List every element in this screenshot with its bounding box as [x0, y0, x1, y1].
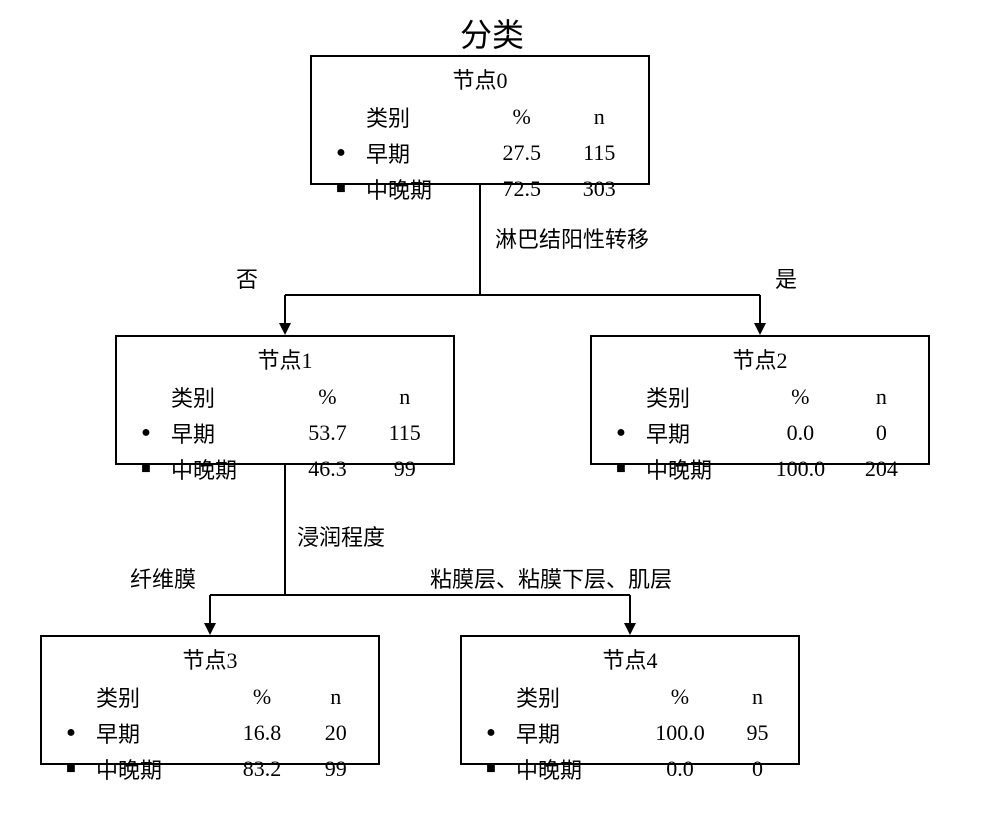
col-header-n: n	[368, 379, 441, 415]
col-header-n: n	[563, 99, 636, 135]
marker-square-icon: ■	[324, 171, 358, 207]
node-4-table: 类别 % n ● 早期 100.0 95 ■ 中晚期 0.0 0	[474, 679, 786, 787]
marker-circle-icon: ●	[604, 415, 638, 451]
node-4-pct-late: 0.0	[631, 751, 729, 787]
node-0-n-late: 303	[563, 171, 636, 207]
marker-square-icon: ■	[474, 751, 508, 787]
col-header-category: 类别	[358, 99, 481, 135]
split-0-label: 淋巴结阳性转移	[495, 222, 649, 254]
split-0-branch-0-label: 否	[236, 262, 258, 294]
node-4-cat-early: 早期	[508, 715, 631, 751]
col-header-percent: %	[219, 679, 306, 715]
node-3-n-early: 20	[305, 715, 366, 751]
col-header-category: 类别	[508, 679, 631, 715]
marker-circle-icon: ●	[129, 415, 163, 451]
node-0: 节点0 类别 % n ● 早期 27.5 115 ■ 中晚期 72.5 303	[310, 55, 650, 185]
node-1-title: 节点1	[129, 343, 441, 375]
split-1-branch-1-label: 粘膜层、粘膜下层、肌层	[430, 562, 672, 594]
node-4-title: 节点4	[474, 643, 786, 675]
node-2-n-late: 204	[847, 451, 916, 487]
col-header-percent: %	[754, 379, 847, 415]
col-header-category: 类别	[638, 379, 754, 415]
node-0-table: 类别 % n ● 早期 27.5 115 ■ 中晚期 72.5 303	[324, 99, 636, 207]
node-2: 节点2 类别 % n ● 早期 0.0 0 ■ 中晚期 100.0 204	[590, 335, 930, 465]
node-4-pct-early: 100.0	[631, 715, 729, 751]
marker-circle-icon: ●	[474, 715, 508, 751]
marker-square-icon: ■	[604, 451, 638, 487]
node-0-title: 节点0	[324, 63, 636, 95]
node-0-n-early: 115	[563, 135, 636, 171]
node-3-table: 类别 % n ● 早期 16.8 20 ■ 中晚期 83.2 99	[54, 679, 366, 787]
marker-square-icon: ■	[129, 451, 163, 487]
node-3-cat-late: 中晚期	[88, 751, 219, 787]
col-header-category: 类别	[163, 379, 286, 415]
split-0-branch-1-label: 是	[775, 262, 797, 294]
col-header-category: 类别	[88, 679, 219, 715]
node-1-cat-early: 早期	[163, 415, 286, 451]
node-2-title: 节点2	[604, 343, 916, 375]
node-2-pct-early: 0.0	[754, 415, 847, 451]
node-2-pct-late: 100.0	[754, 451, 847, 487]
node-2-n-early: 0	[847, 415, 916, 451]
col-header-percent: %	[286, 379, 368, 415]
node-0-pct-late: 72.5	[481, 171, 563, 207]
node-1-pct-late: 46.3	[286, 451, 368, 487]
node-3-title: 节点3	[54, 643, 366, 675]
marker-circle-icon: ●	[324, 135, 358, 171]
node-3: 节点3 类别 % n ● 早期 16.8 20 ■ 中晚期 83.2 99	[40, 635, 380, 765]
node-0-cat-early: 早期	[358, 135, 481, 171]
node-2-cat-early: 早期	[638, 415, 754, 451]
node-1: 节点1 类别 % n ● 早期 53.7 115 ■ 中晚期 46.3 99	[115, 335, 455, 465]
split-1-branch-0-label: 纤维膜	[130, 562, 196, 594]
node-1-n-early: 115	[368, 415, 441, 451]
col-header-percent: %	[631, 679, 729, 715]
node-2-cat-late: 中晚期	[638, 451, 754, 487]
split-1-label: 浸润程度	[297, 520, 385, 552]
node-4-n-late: 0	[729, 751, 786, 787]
node-0-pct-early: 27.5	[481, 135, 563, 171]
node-1-n-late: 99	[368, 451, 441, 487]
col-header-n: n	[729, 679, 786, 715]
node-4-cat-late: 中晚期	[508, 751, 631, 787]
node-0-cat-late: 中晚期	[358, 171, 481, 207]
node-4-n-early: 95	[729, 715, 786, 751]
node-2-table: 类别 % n ● 早期 0.0 0 ■ 中晚期 100.0 204	[604, 379, 916, 487]
node-3-n-late: 99	[305, 751, 366, 787]
node-1-pct-early: 53.7	[286, 415, 368, 451]
marker-square-icon: ■	[54, 751, 88, 787]
node-1-table: 类别 % n ● 早期 53.7 115 ■ 中晚期 46.3 99	[129, 379, 441, 487]
node-3-cat-early: 早期	[88, 715, 219, 751]
node-1-cat-late: 中晚期	[163, 451, 286, 487]
node-3-pct-late: 83.2	[219, 751, 306, 787]
diagram-title: 分类	[460, 10, 524, 56]
marker-circle-icon: ●	[54, 715, 88, 751]
col-header-n: n	[305, 679, 366, 715]
col-header-percent: %	[481, 99, 563, 135]
node-3-pct-early: 16.8	[219, 715, 306, 751]
node-4: 节点4 类别 % n ● 早期 100.0 95 ■ 中晚期 0.0 0	[460, 635, 800, 765]
col-header-n: n	[847, 379, 916, 415]
